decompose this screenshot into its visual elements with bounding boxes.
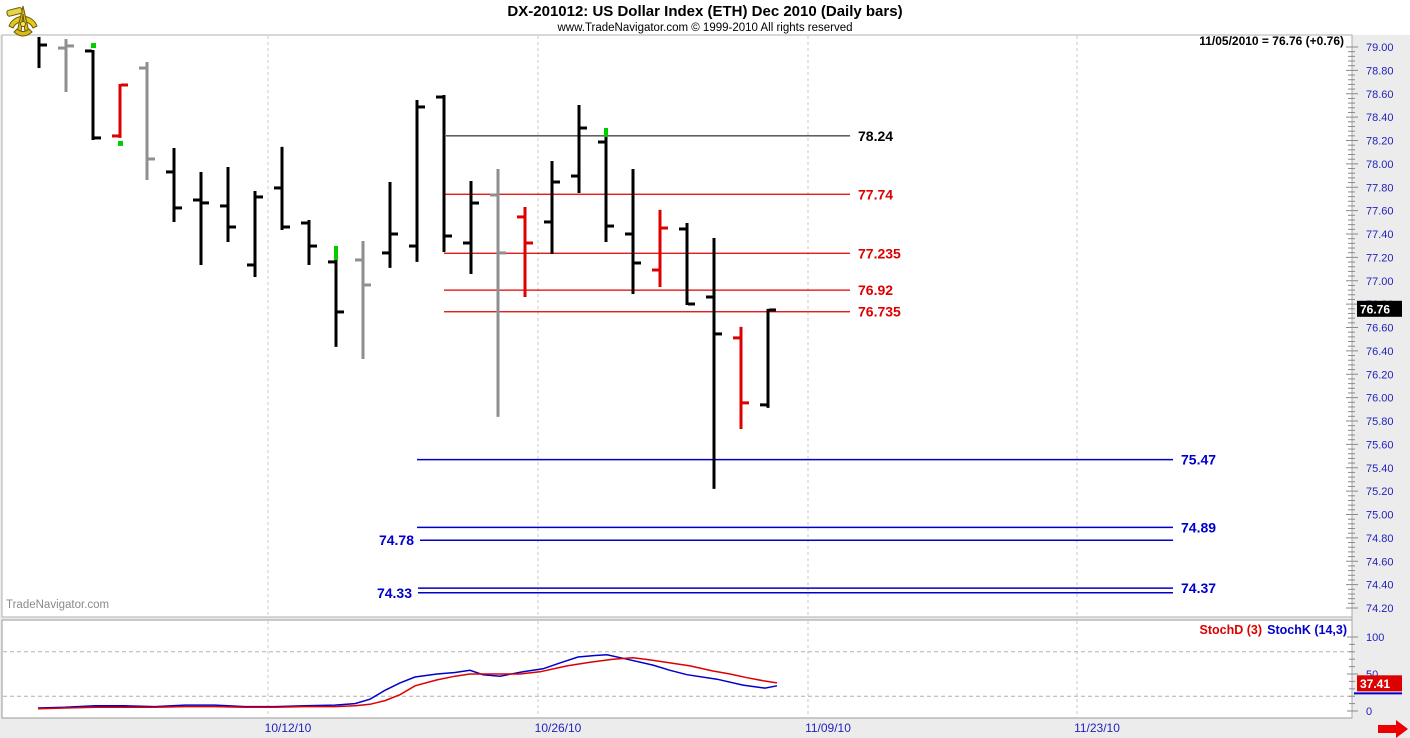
price-axis-label: 78.80 [1366,65,1394,77]
copyright-subtitle: www.TradeNavigator.com © 1999-2010 All r… [557,22,853,34]
price-axis-label: 77.00 [1366,276,1394,288]
stoch-legend-k: StochK (14,3) [1267,623,1347,637]
date-label: 10/12/10 [265,721,312,735]
stoch-value-badge [1357,675,1402,692]
level-price-label: 77.235 [858,245,901,261]
price-axis-label: 78.20 [1366,136,1394,148]
date-label: 11/23/10 [1074,721,1120,735]
price-axis-label: 75.20 [1366,486,1394,498]
price-panel [1,34,1353,618]
stoch-k-line [37,654,778,709]
price-axis-label: 78.40 [1366,112,1394,124]
price-axis-label: 75.60 [1366,439,1394,451]
price-axis-label: 78.60 [1366,89,1394,101]
last-price-badge-label: 76.76 [1360,302,1390,316]
stoch-value-badge-label: 37.41 [1360,677,1390,691]
level-price-label: 74.37 [1181,580,1216,596]
level-price-label: 74.78 [379,532,414,548]
level-price-label: 76.735 [858,304,901,320]
stoch-legend-d: StochD (3) [1200,623,1263,637]
price-axis-label: 77.80 [1366,182,1394,194]
level-price-label: 77.74 [858,186,893,202]
price-axis-label: 75.40 [1366,463,1394,475]
date-label: 11/09/10 [805,721,851,735]
date-label: 10/26/10 [535,721,582,735]
stoch-axis-label: 0 [1366,706,1372,718]
price-axis-label: 77.40 [1366,229,1394,241]
watermark-text: TradeNavigator.com [6,599,110,611]
price-axis-label: 74.60 [1366,556,1394,568]
level-price-label: 74.33 [377,585,412,601]
level-price-label: 78.24 [858,128,893,144]
price-axis-label: 77.20 [1366,252,1394,264]
price-axis-label: 75.00 [1366,510,1394,522]
level-price-label: 74.89 [1181,519,1216,535]
price-axis-label: 77.60 [1366,206,1394,218]
stochastic-panel [1,619,1353,719]
price-axis-label: 74.80 [1366,533,1394,545]
price-axis-label: 75.80 [1366,416,1394,428]
price-axis-label: 74.20 [1366,603,1394,615]
price-axis-label: 76.00 [1366,393,1394,405]
scroll-right-arrow[interactable] [1378,720,1408,738]
green-mark [91,43,96,49]
price-axis-label: 79.00 [1366,42,1394,54]
green-mark [118,140,123,146]
last-quote-readout: 11/05/2010 = 76.76 (+0.76) [1199,34,1344,48]
price-axis-label: 76.40 [1366,346,1394,358]
price-axis-label: 76.60 [1366,323,1394,335]
price-axis-label: 74.40 [1366,580,1394,592]
level-price-label: 75.47 [1181,452,1216,468]
last-price-badge [1357,300,1402,317]
price-axis-label: 76.20 [1366,369,1394,381]
header-band [0,0,1410,35]
price-axis-label: 78.00 [1366,159,1394,171]
level-price-label: 76.92 [858,282,893,298]
stoch-axis-label: 100 [1366,632,1384,644]
stoch-d-line [37,656,778,710]
trade-navigator-logo [6,5,38,37]
page-title: DX-201012: US Dollar Index (ETH) Dec 201… [507,3,903,20]
